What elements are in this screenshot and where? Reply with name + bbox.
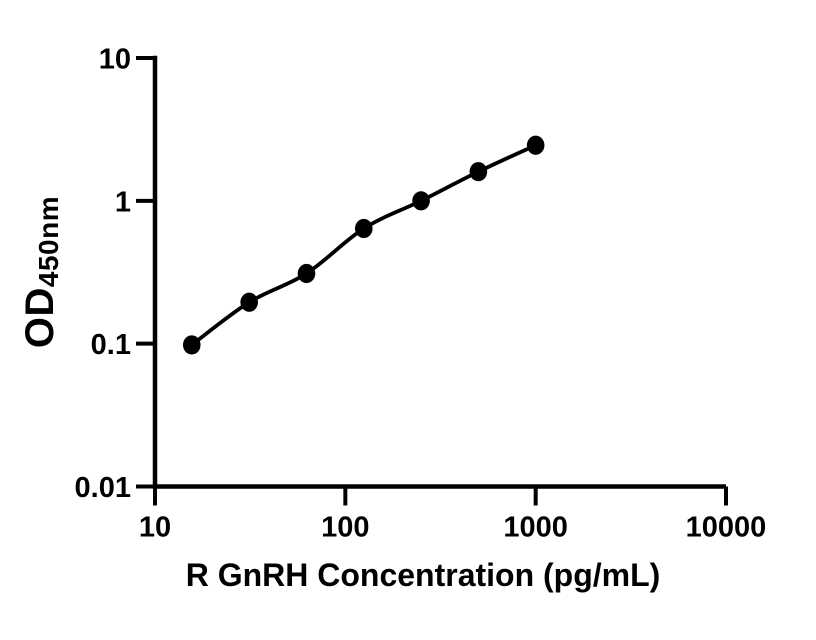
- data-point-5: [469, 162, 488, 182]
- y-axis-title-main: OD: [18, 287, 62, 349]
- data-point-0: [182, 335, 201, 355]
- y-tick-label: 1: [115, 186, 131, 218]
- y-tick-label: 10: [99, 44, 131, 76]
- x-axis-title: R GnRH Concentration (pg/mL): [185, 557, 661, 593]
- y-axis-title-subscript: 450nm: [33, 195, 64, 288]
- x-tick-label: 1000: [503, 512, 568, 544]
- data-point-2: [297, 263, 316, 284]
- y-tick-label: 0.1: [91, 329, 131, 361]
- x-tick-label: 100: [321, 512, 369, 544]
- x-tick-label: 10: [139, 512, 171, 544]
- x-tick-label: 10000: [686, 512, 767, 544]
- y-tick-label: 0.01: [75, 472, 131, 504]
- axis-frame: [152, 55, 726, 489]
- data-point-3: [354, 218, 373, 239]
- data-point-6: [526, 135, 545, 155]
- y-axis-title: OD 450nm: [18, 162, 68, 382]
- data-point-4: [412, 191, 430, 211]
- data-point-1: [240, 292, 258, 312]
